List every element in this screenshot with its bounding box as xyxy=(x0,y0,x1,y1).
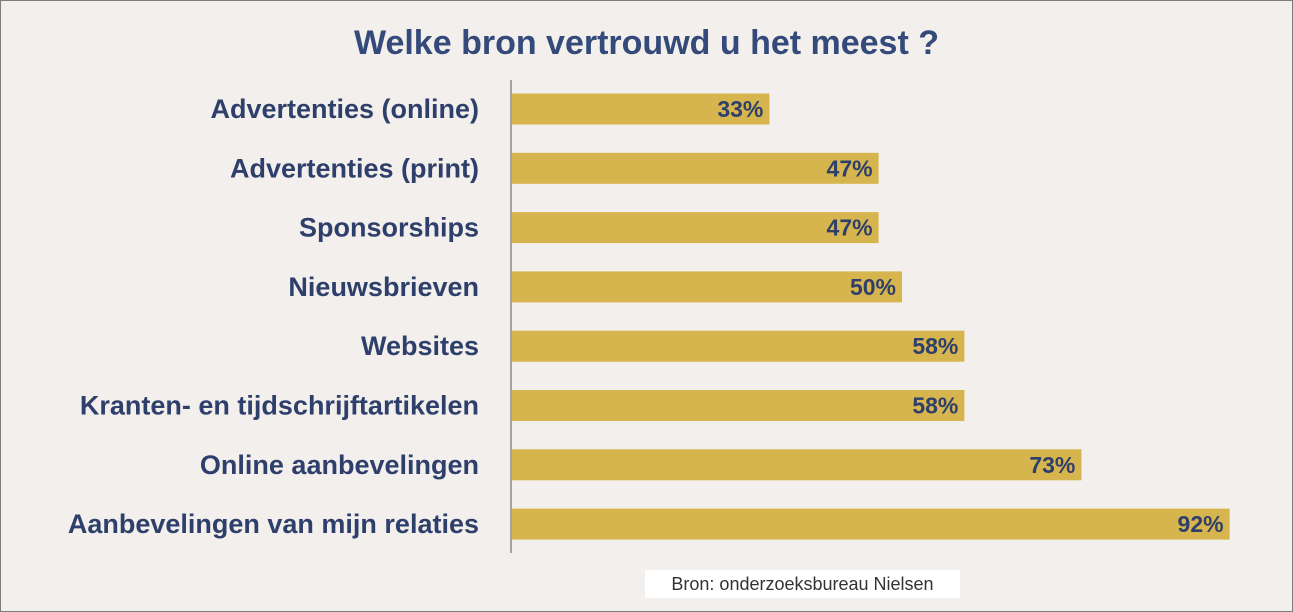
chart-title: Welke bron vertrouwd u het meest ? xyxy=(353,24,940,62)
value-label: 73% xyxy=(1029,452,1075,478)
value-label: 92% xyxy=(1178,511,1224,537)
value-label: 47% xyxy=(827,155,873,181)
value-label: 58% xyxy=(912,333,958,359)
category-label: Advertenties (print) xyxy=(230,153,479,183)
value-label: 47% xyxy=(827,215,873,241)
bar-3 xyxy=(512,212,879,244)
source-note: Bron: onderzoeksbureau Nielsen xyxy=(645,570,960,598)
category-label: Sponsorships xyxy=(299,213,479,243)
category-label: Advertenties (online) xyxy=(210,94,479,124)
category-label: Online aanbevelingen xyxy=(200,450,479,480)
value-label: 58% xyxy=(912,393,958,419)
bar-8 xyxy=(512,508,1230,540)
bar-6 xyxy=(512,390,965,421)
bar-1 xyxy=(512,93,770,125)
category-label: Kranten- en tijdschrijftartikelen xyxy=(80,391,479,421)
bars-group: Advertenties (online) 33% Advertenties (pr… xyxy=(68,93,1230,540)
category-label: Nieuwsbrieven xyxy=(288,272,479,302)
value-label: 50% xyxy=(850,274,896,300)
bar-2 xyxy=(512,152,879,184)
value-label: 33% xyxy=(717,96,763,122)
bar-7 xyxy=(512,449,1082,481)
category-label: Websites xyxy=(361,331,479,361)
category-label: Aanbevelingen van mijn relaties xyxy=(68,509,479,539)
bar-4 xyxy=(512,271,902,303)
bar-5 xyxy=(512,330,965,362)
